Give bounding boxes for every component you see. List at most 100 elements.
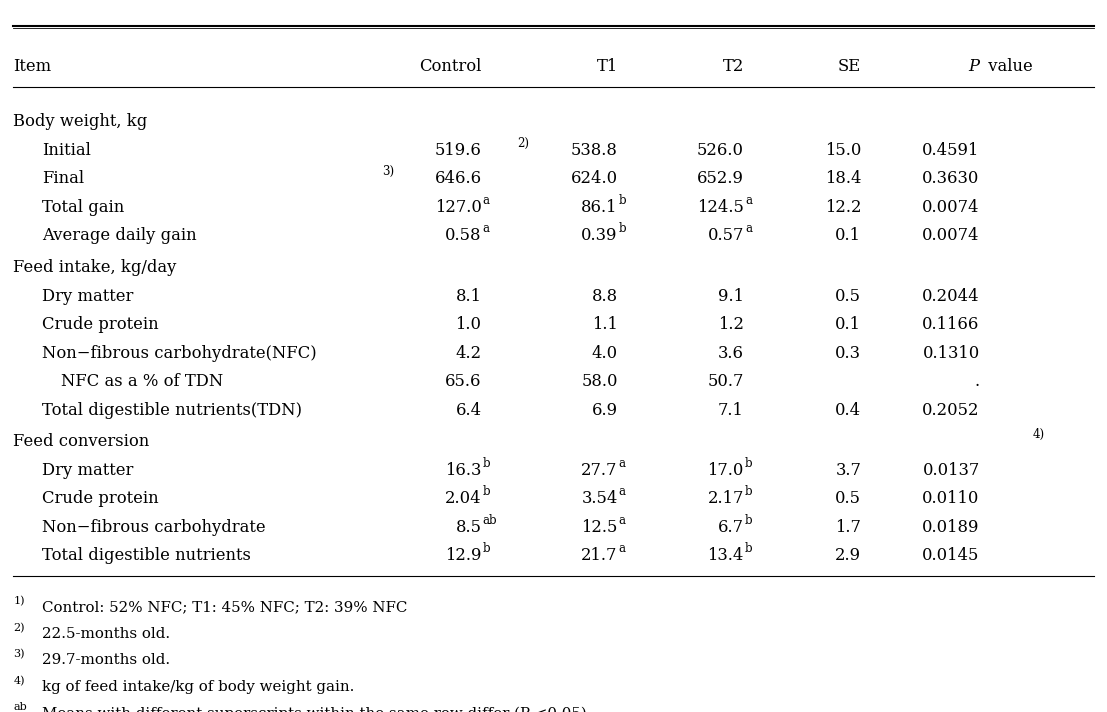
Text: 0.2052: 0.2052 [922,402,980,419]
Text: b: b [619,194,627,207]
Text: SE: SE [838,58,861,75]
Text: b: b [483,457,490,470]
Text: 0.0137: 0.0137 [922,462,980,479]
Text: 2): 2) [518,137,529,150]
Text: 29.7-months old.: 29.7-months old. [42,654,170,667]
Text: Crude protein: Crude protein [42,316,158,333]
Text: 12.9: 12.9 [445,548,482,565]
Text: 27.7: 27.7 [581,462,618,479]
Text: 0.1: 0.1 [836,316,861,333]
Text: b: b [745,514,753,527]
Text: a: a [619,543,625,555]
Text: 0.58: 0.58 [445,227,482,244]
Text: 3.7: 3.7 [836,462,861,479]
Text: 0.0110: 0.0110 [922,491,980,508]
Text: Feed conversion: Feed conversion [13,434,149,451]
Text: ab: ab [13,702,27,712]
Text: Control: 52% NFC; T1: 45% NFC; T2: 39% NFC: Control: 52% NFC; T1: 45% NFC; T2: 39% N… [42,600,407,614]
Text: Control: Control [420,58,482,75]
Text: 65.6: 65.6 [445,373,482,390]
Text: a: a [745,222,752,236]
Text: b: b [745,486,753,498]
Text: Final: Final [42,170,84,187]
Text: 652.9: 652.9 [697,170,744,187]
Text: 18.4: 18.4 [825,170,861,187]
Text: 526.0: 526.0 [697,142,744,159]
Text: ab: ab [483,514,497,527]
Text: 519.6: 519.6 [435,142,482,159]
Text: 538.8: 538.8 [571,142,618,159]
Text: Average daily gain: Average daily gain [42,227,197,244]
Text: Body weight, kg: Body weight, kg [13,113,147,130]
Text: 12.5: 12.5 [581,519,618,536]
Text: Dry matter: Dry matter [42,462,134,479]
Text: 8.8: 8.8 [591,288,618,305]
Text: 6.4: 6.4 [455,402,482,419]
Text: Non−fibrous carbohydrate(NFC): Non−fibrous carbohydrate(NFC) [42,345,317,362]
Text: 127.0: 127.0 [435,199,482,216]
Text: 6.7: 6.7 [718,519,744,536]
Text: 58.0: 58.0 [581,373,618,390]
Text: Crude protein: Crude protein [42,491,158,508]
Text: b: b [483,543,490,555]
Text: b: b [745,543,753,555]
Text: 0.1310: 0.1310 [922,345,980,362]
Text: a: a [745,194,752,207]
Text: 0.1: 0.1 [836,227,861,244]
Text: Feed intake, kg/day: Feed intake, kg/day [13,259,177,276]
Text: 1.0: 1.0 [456,316,482,333]
Text: T2: T2 [723,58,744,75]
Text: b: b [483,486,490,498]
Text: Non−fibrous carbohydrate: Non−fibrous carbohydrate [42,519,266,536]
Text: 0.57: 0.57 [707,227,744,244]
Text: 0.4: 0.4 [835,402,861,419]
Text: 22.5-months old.: 22.5-months old. [42,627,170,641]
Text: 3.54: 3.54 [581,491,618,508]
Text: 1.1: 1.1 [592,316,618,333]
Text: Total gain: Total gain [42,199,124,216]
Text: 624.0: 624.0 [570,170,618,187]
Text: 0.2044: 0.2044 [922,288,980,305]
Text: Initial: Initial [42,142,91,159]
Text: 3): 3) [382,165,394,179]
Text: Means with different superscripts within the same row differ (P <0.05).: Means with different superscripts within… [42,706,591,712]
Text: NFC as a % of TDN: NFC as a % of TDN [61,373,224,390]
Text: value: value [983,58,1033,75]
Text: 4): 4) [13,676,24,686]
Text: a: a [483,222,489,236]
Text: 0.0145: 0.0145 [922,548,980,565]
Text: T1: T1 [597,58,618,75]
Text: 17.0: 17.0 [707,462,744,479]
Text: 646.6: 646.6 [434,170,482,187]
Text: 1): 1) [13,596,24,607]
Text: .: . [974,373,980,390]
Text: a: a [483,194,489,207]
Text: 124.5: 124.5 [697,199,744,216]
Text: b: b [745,457,753,470]
Text: 1.2: 1.2 [718,316,744,333]
Text: a: a [619,486,625,498]
Text: 12.2: 12.2 [825,199,861,216]
Text: 3.6: 3.6 [718,345,744,362]
Text: 0.3630: 0.3630 [922,170,980,187]
Text: 2.9: 2.9 [835,548,861,565]
Text: Item: Item [13,58,51,75]
Text: 2.04: 2.04 [445,491,482,508]
Text: 4): 4) [1032,429,1044,441]
Text: 9.1: 9.1 [718,288,744,305]
Text: 50.7: 50.7 [707,373,744,390]
Text: Dry matter: Dry matter [42,288,134,305]
Text: kg of feed intake/kg of body weight gain.: kg of feed intake/kg of body weight gain… [42,680,354,694]
Text: 0.3: 0.3 [836,345,861,362]
Text: a: a [619,457,625,470]
Text: 2.17: 2.17 [707,491,744,508]
Text: 8.5: 8.5 [456,519,482,536]
Text: 16.3: 16.3 [445,462,482,479]
Text: 4.0: 4.0 [591,345,618,362]
Text: 7.1: 7.1 [718,402,744,419]
Text: 15.0: 15.0 [825,142,861,159]
Text: 0.5: 0.5 [836,491,861,508]
Text: 0.0074: 0.0074 [922,199,980,216]
Text: P: P [969,58,980,75]
Text: 0.4591: 0.4591 [922,142,980,159]
